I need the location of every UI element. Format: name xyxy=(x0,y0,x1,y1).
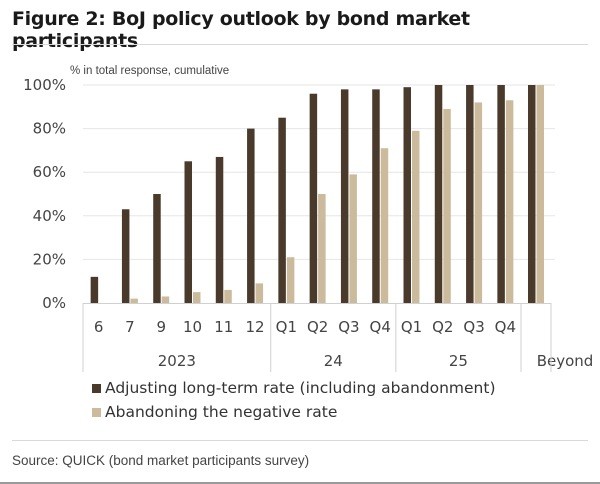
bar-adjusting-long-term-rate xyxy=(497,85,505,303)
legend-label: Adjusting long-term rate (including aban… xyxy=(105,379,496,397)
bar-adjusting-long-term-rate xyxy=(215,156,224,303)
title-divider xyxy=(12,44,588,45)
bar-adjusting-long-term-rate xyxy=(247,128,255,303)
bar-abandoning-negative-rate xyxy=(255,283,264,303)
x-tick-label: 6 xyxy=(94,318,104,336)
x-tick-label: 7 xyxy=(125,318,135,336)
x-tick-label: Q1 xyxy=(276,318,297,336)
bar-adjusting-long-term-rate xyxy=(528,85,536,303)
bar-adjusting-long-term-rate xyxy=(309,93,318,303)
legend: Adjusting long-term rate (including aban… xyxy=(92,376,496,424)
bottom-border xyxy=(0,482,600,484)
bar-adjusting-long-term-rate xyxy=(434,85,443,303)
bar-abandoning-negative-rate xyxy=(505,100,514,303)
x-group-label: 25 xyxy=(449,352,468,370)
bar-abandoning-negative-rate xyxy=(161,296,170,303)
bar-adjusting-long-term-rate xyxy=(372,89,380,303)
source-note: Source: QUICK (bond market participants … xyxy=(12,453,310,468)
y-tick-label: 100% xyxy=(23,76,66,94)
bar-adjusting-long-term-rate xyxy=(90,276,99,303)
y-axis-ticks: 0% 20% 40% 60% 80% 100% xyxy=(23,76,66,312)
y-tick-label: 20% xyxy=(33,250,66,268)
x-group-label: 24 xyxy=(324,352,343,370)
legend-item-adjusting: Adjusting long-term rate (including aban… xyxy=(92,376,496,400)
x-tick-label: Q2 xyxy=(432,318,453,336)
bar-abandoning-negative-rate xyxy=(318,194,326,303)
source-divider xyxy=(12,440,588,441)
legend-swatch-dark xyxy=(92,383,101,393)
x-tick-label: Q4 xyxy=(495,318,516,336)
bar-abandoning-negative-rate xyxy=(474,102,483,303)
bar-adjusting-long-term-rate xyxy=(184,161,192,303)
x-axis: 6 7 9 10 11 12 Q1 Q2 Q3 Q4 Q1 Q2 Q3 Q4 2023 24 25 Beyond xyxy=(82,303,594,372)
bar-abandoning-negative-rate xyxy=(130,298,138,303)
bar-adjusting-long-term-rate xyxy=(278,117,286,303)
bar-abandoning-negative-rate xyxy=(349,174,357,303)
bar-abandoning-negative-rate xyxy=(286,257,295,303)
bar-adjusting-long-term-rate xyxy=(121,209,130,303)
legend-item-abandoning: Abandoning the negative rate xyxy=(92,400,496,424)
x-tick-label: Q3 xyxy=(463,318,484,336)
x-group-label: 2023 xyxy=(158,352,196,370)
y-tick-label: 40% xyxy=(33,207,66,225)
bar-abandoning-negative-rate xyxy=(380,148,389,303)
legend-label: Abandoning the negative rate xyxy=(105,403,338,421)
y-tick-label: 80% xyxy=(33,120,66,138)
bar-chart: % in total response, cumulative 0% 20% 40%… xyxy=(23,65,594,372)
bars xyxy=(90,85,544,304)
x-group-label: Beyond xyxy=(537,352,594,370)
x-tick-label: Q3 xyxy=(338,318,359,336)
x-tick-label: Q2 xyxy=(307,318,328,336)
y-tick-label: 0% xyxy=(42,294,66,312)
bar-abandoning-negative-rate xyxy=(412,130,420,303)
bar-adjusting-long-term-rate xyxy=(340,89,349,303)
bar-abandoning-negative-rate xyxy=(443,108,451,303)
x-tick-label: Q4 xyxy=(370,318,391,336)
x-tick-label: 9 xyxy=(156,318,166,336)
y-axis-label: % in total response, cumulative xyxy=(70,65,229,77)
x-tick-label: 10 xyxy=(183,318,202,336)
x-tick-label: Q1 xyxy=(401,318,422,336)
bar-adjusting-long-term-rate xyxy=(403,87,411,304)
legend-swatch-light xyxy=(92,407,101,417)
bar-abandoning-negative-rate xyxy=(224,289,232,303)
bar-abandoning-negative-rate xyxy=(536,85,544,303)
bar-abandoning-negative-rate xyxy=(193,292,201,303)
x-tick-label: 11 xyxy=(214,318,233,336)
chart-title: Figure 2: BoJ policy outlook by bond mar… xyxy=(12,8,470,52)
y-tick-label: 60% xyxy=(33,163,66,181)
bar-adjusting-long-term-rate xyxy=(466,85,474,303)
x-tick-label: 12 xyxy=(246,318,265,336)
bar-adjusting-long-term-rate xyxy=(153,194,161,303)
